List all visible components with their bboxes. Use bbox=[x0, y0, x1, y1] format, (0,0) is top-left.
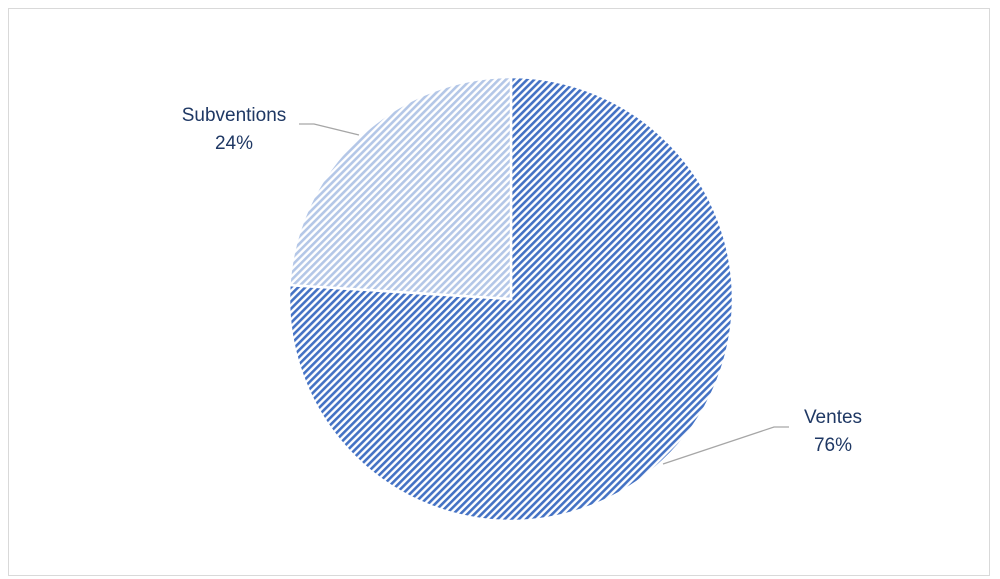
pie-chart: Ventes 76% Subventions 24% bbox=[182, 75, 862, 523]
pie-slice-ventes[interactable] bbox=[287, 75, 735, 523]
leader-line-subventions bbox=[299, 123, 360, 136]
data-label-category-ventes: Ventes bbox=[804, 407, 862, 428]
chart-area: Ventes 76% Subventions 24% bbox=[8, 8, 990, 576]
data-label-value-subventions: 24% bbox=[215, 133, 253, 154]
data-label-category-subventions: Subventions bbox=[182, 105, 287, 126]
leader-line-ventes bbox=[662, 426, 789, 465]
pie-slice-subventions[interactable] bbox=[288, 75, 513, 301]
data-label-value-ventes: 76% bbox=[814, 435, 852, 456]
